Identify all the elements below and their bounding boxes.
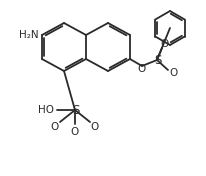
Text: H₂N: H₂N bbox=[19, 30, 39, 40]
Text: S: S bbox=[72, 103, 80, 117]
Text: O: O bbox=[170, 68, 178, 78]
Text: S: S bbox=[154, 54, 162, 67]
Text: O: O bbox=[51, 122, 59, 132]
Text: HO: HO bbox=[38, 105, 54, 115]
Text: O: O bbox=[161, 39, 169, 49]
Text: O: O bbox=[138, 64, 146, 74]
Text: O: O bbox=[91, 122, 99, 132]
Text: O: O bbox=[71, 127, 79, 137]
